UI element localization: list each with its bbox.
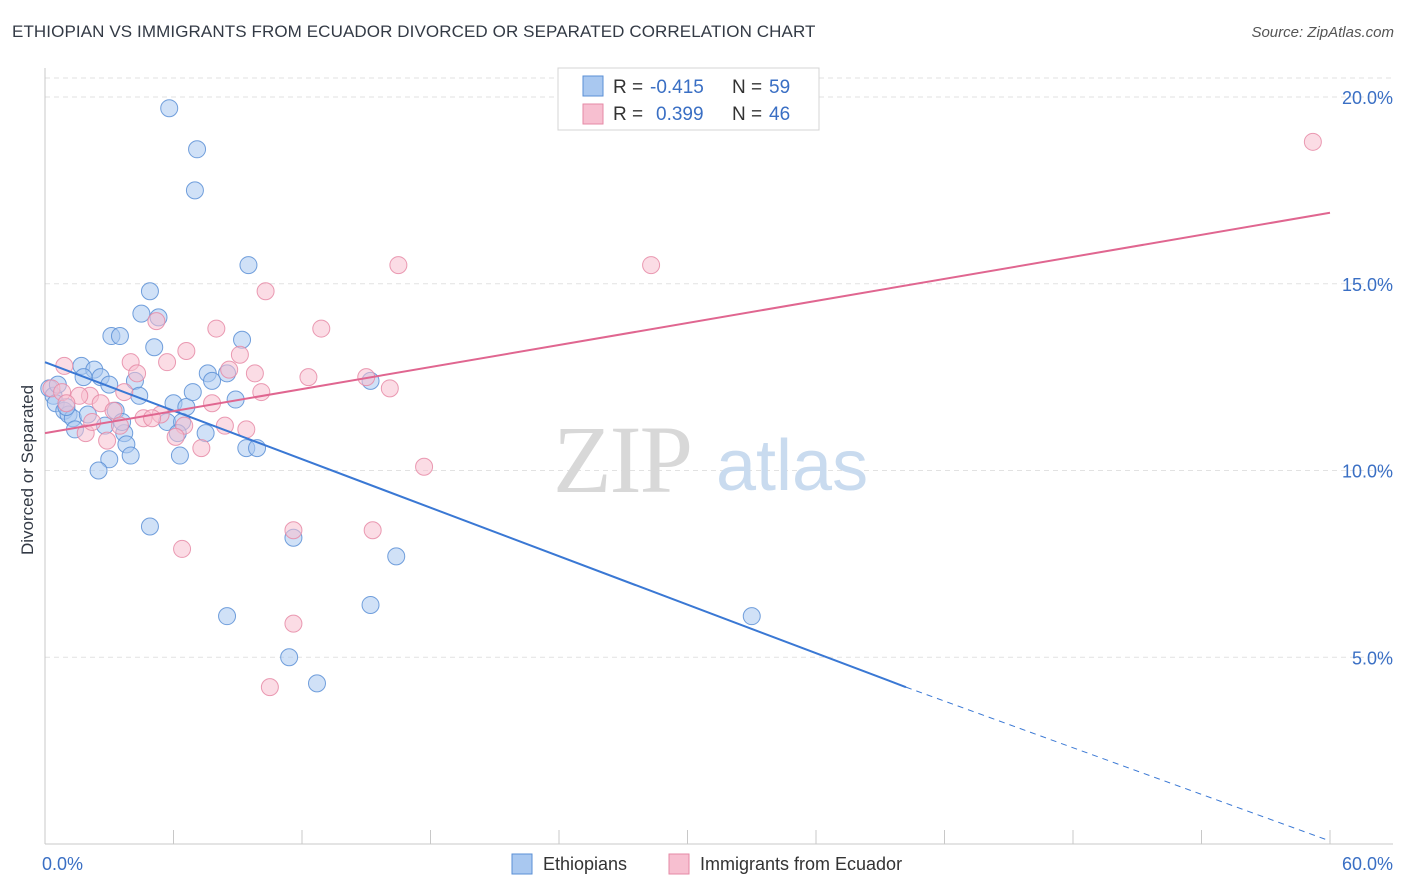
ethiopian-point	[387, 547, 406, 566]
ethiopian-point	[185, 181, 204, 200]
ethiopian-point	[361, 595, 380, 614]
ecuador-point	[299, 368, 318, 387]
ecuador-point	[312, 319, 331, 338]
ecuador-point	[256, 282, 275, 301]
y-axis-label: Divorced or Separated	[18, 385, 37, 555]
trend-layer	[44, 211, 1331, 842]
y-tick-label: 10.0%	[1342, 462, 1393, 482]
grid-layer	[45, 77, 1393, 658]
watermark: ZIP atlas	[553, 406, 868, 513]
ethiopian-point	[140, 517, 159, 536]
y-tick-label: 20.0%	[1342, 88, 1393, 108]
ecuador-point	[220, 360, 239, 379]
ecuador-point	[166, 427, 185, 446]
chart-title: ETHIOPIAN VS IMMIGRANTS FROM ECUADOR DIV…	[12, 22, 816, 41]
ecuador-point	[642, 256, 661, 275]
ethiopian-trend-extension	[905, 686, 1331, 842]
ethiopian-point	[160, 99, 179, 118]
ethiopian-point	[145, 338, 164, 357]
y-tick-label: 5.0%	[1352, 648, 1393, 668]
ecuador-point	[147, 312, 166, 331]
ecuador-point	[1303, 132, 1322, 151]
y-tick-labels: 5.0% 10.0% 15.0% 20.0%	[1342, 88, 1393, 668]
ethiopian-point	[170, 446, 189, 465]
ethiopian-point	[280, 648, 299, 667]
ethiopian-point	[121, 446, 140, 465]
ecuador-point	[128, 364, 147, 383]
legend-swatch-ethiopians	[582, 75, 604, 97]
legend-swatch-ecuador	[582, 103, 604, 125]
ethiopian-point	[307, 674, 326, 693]
y-tick-label: 15.0%	[1342, 275, 1393, 295]
ecuador-point	[192, 439, 211, 458]
ecuador-point	[363, 521, 382, 540]
legend-r-label-1: R =	[613, 77, 643, 98]
ecuador-point	[230, 345, 249, 364]
x-tick-label: 0.0%	[42, 854, 83, 874]
ethiopian-point	[233, 330, 252, 349]
ethiopian-point	[110, 327, 129, 346]
legend-n-value-1: 59	[769, 77, 790, 98]
ecuador-point	[177, 341, 196, 360]
ecuador-trend-line	[44, 211, 1331, 435]
ecuador-point	[284, 614, 303, 633]
watermark-atlas: atlas	[716, 426, 868, 506]
ethiopian-point	[89, 461, 108, 480]
bottom-legend-swatch-ecuador	[668, 853, 690, 875]
ecuador-point	[215, 416, 234, 435]
ethiopian-point	[203, 371, 222, 390]
ethiopian-point	[100, 450, 119, 469]
ecuador-point	[415, 457, 434, 476]
legend-r-label-2: R =	[613, 104, 643, 125]
ethiopian-point	[218, 607, 237, 626]
legend-r-value-2: 0.399	[656, 104, 704, 125]
bottom-legend-label-ethiopians: Ethiopians	[543, 854, 627, 874]
ethiopian-point	[140, 282, 159, 301]
ethiopian-point	[196, 424, 215, 443]
ethiopian-point	[188, 140, 207, 159]
ethiopian-point	[742, 607, 761, 626]
ecuador-point	[245, 364, 264, 383]
ethiopian-trend-line	[44, 361, 907, 689]
bottom-legend-swatch-ethiopians	[511, 853, 533, 875]
ethiopian-point	[183, 383, 202, 402]
series-legend: Ethiopians Immigrants from Ecuador	[511, 853, 902, 875]
watermark-zip: ZIP	[553, 406, 691, 513]
ecuador-point	[57, 394, 76, 413]
x-tick-label: 60.0%	[1342, 854, 1393, 874]
ecuador-point	[207, 319, 226, 338]
ecuador-point	[104, 401, 123, 420]
ecuador-point	[389, 256, 408, 275]
ecuador-point	[284, 521, 303, 540]
legend-n-label-2: N =	[732, 104, 762, 125]
bottom-legend-label-ecuador: Immigrants from Ecuador	[700, 854, 902, 874]
ethiopian-point	[132, 304, 151, 323]
ecuador-point	[98, 431, 117, 450]
ethiopian-point	[239, 256, 258, 275]
ecuador-point	[260, 678, 279, 697]
legend-n-label-1: N =	[732, 77, 762, 98]
axis-layer	[44, 68, 1393, 845]
ecuador-point	[173, 539, 192, 558]
correlation-legend: R = -0.415 N = 59 R = 0.399 N = 46	[557, 67, 820, 131]
legend-n-value-2: 46	[769, 104, 790, 125]
chart-source: Source: ZipAtlas.com	[1251, 24, 1394, 41]
ecuador-point	[158, 353, 177, 372]
ecuador-point	[380, 379, 399, 398]
legend-r-value-1: -0.415	[650, 77, 704, 98]
ecuador-point	[143, 409, 162, 428]
ecuador-point	[83, 412, 102, 431]
points-layer	[40, 99, 1322, 697]
x-tick-labels: 0.0% 60.0%	[42, 854, 1393, 874]
